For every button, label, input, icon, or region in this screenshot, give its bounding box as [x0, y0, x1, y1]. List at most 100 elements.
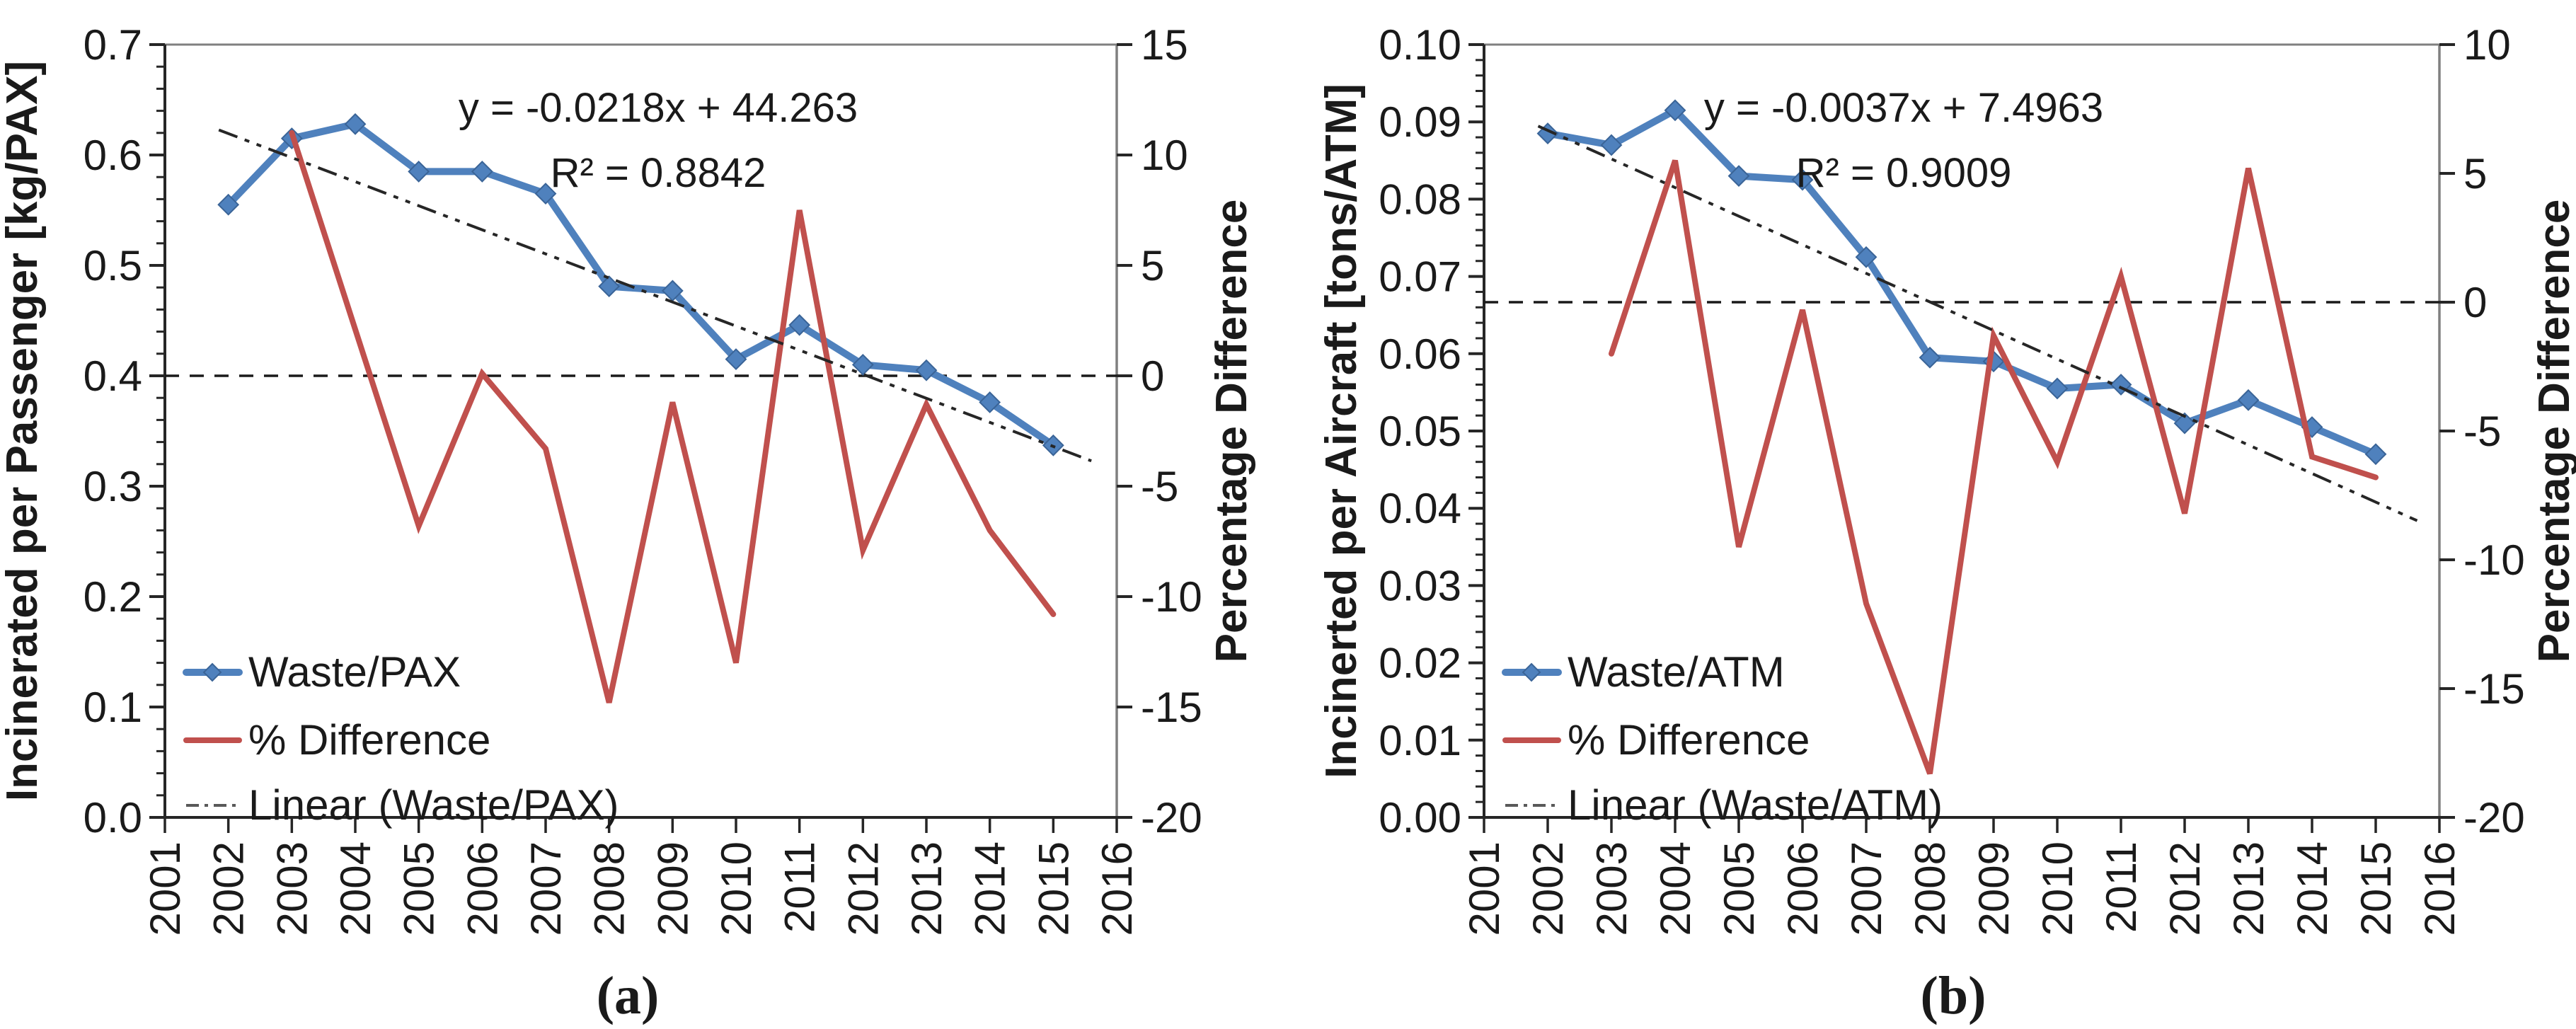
x-tick-label: 2003 — [268, 841, 316, 936]
x-tick-label: 2008 — [586, 841, 633, 936]
y-left-tick-label: 0.00 — [1379, 794, 1461, 841]
diamond-marker — [408, 160, 430, 183]
legend-label: Waste/ATM — [1568, 648, 1785, 696]
y-right-tick-label: -15 — [1141, 684, 1202, 731]
x-tick-label: 2006 — [459, 841, 506, 936]
diamond-marker — [851, 353, 874, 376]
diamond-marker — [1600, 134, 1623, 156]
x-tick-label: 2016 — [1093, 841, 1141, 936]
x-tick-label: 2013 — [2225, 841, 2272, 936]
y-left-tick-label: 0.0 — [84, 794, 142, 841]
diamond-marker — [1791, 168, 1814, 191]
panel-caption: (b) — [1921, 966, 1986, 1025]
legend-label: % Difference — [248, 716, 490, 764]
x-tick-label: 2016 — [2416, 841, 2463, 936]
y-right-tick-label: -5 — [2463, 408, 2501, 455]
diamond-marker — [1919, 346, 1941, 369]
y-right-tick-label: 0 — [2463, 279, 2487, 326]
x-tick-label: 2007 — [522, 841, 570, 936]
y-left-tick-label: 0.03 — [1379, 562, 1461, 609]
x-tick-label: 2006 — [1779, 841, 1827, 936]
y-right-tick-label: -20 — [1141, 794, 1202, 841]
legend-diamond-marker — [202, 662, 222, 682]
panel-b-chart: 0.00 0.01 0.02 0.03 0.04 0.05 0.06 0.07 0.08 0.09… — [1317, 21, 2576, 1025]
legend-label: Waste/PAX — [248, 648, 461, 696]
diamond-marker — [2046, 377, 2069, 400]
diamond-marker — [788, 314, 811, 336]
x-tick-label: 2010 — [2034, 841, 2081, 936]
y-left-tick-label: 0.01 — [1379, 717, 1461, 764]
y-right-axis-title: Percentage Difference — [1207, 200, 1256, 663]
trend-equation: y = -0.0037x + 7.4963 — [1704, 85, 2103, 131]
legend-label: Linear (Waste/ATM) — [1568, 781, 1943, 829]
y-left-tick-label: 0.4 — [84, 352, 142, 400]
x-tick-label: 2014 — [967, 841, 1014, 936]
y-left-tick-label: 0.10 — [1379, 21, 1461, 69]
r-squared-value: R² = 0.9009 — [1796, 150, 2012, 196]
x-tick-label: 2011 — [776, 841, 824, 933]
x-tick-label: 2012 — [2161, 841, 2209, 936]
y-left-tick-label: 0.05 — [1379, 408, 1461, 455]
x-tick-label: 2003 — [1588, 841, 1635, 936]
x-tick-label: 2009 — [1970, 841, 2018, 936]
x-tick-label: 2001 — [1461, 841, 1508, 936]
diamond-marker — [2237, 389, 2260, 411]
diamond-marker — [979, 391, 1001, 413]
y-left-tick-label: 0.2 — [84, 573, 142, 621]
y-right-tick-label: -10 — [2463, 536, 2525, 584]
x-tick-label: 2007 — [1843, 841, 1890, 936]
diamond-marker — [217, 193, 240, 216]
diamond-marker — [598, 275, 621, 298]
trend-equation: y = -0.0218x + 44.263 — [459, 85, 858, 131]
y-left-tick-label: 0.6 — [84, 132, 142, 179]
legend-diamond-marker — [1522, 662, 1541, 682]
x-tick-label: 2015 — [1030, 841, 1077, 936]
x-tick-label: 2001 — [142, 841, 189, 936]
diamond-marker — [344, 113, 367, 135]
diamond-marker — [2173, 412, 2196, 435]
waste-series-line — [224, 120, 1057, 449]
x-tick-label: 2011 — [2098, 841, 2145, 933]
x-tick-label: 2005 — [1715, 841, 1763, 936]
diamond-marker — [534, 183, 557, 205]
pct-difference-line — [289, 130, 1057, 703]
y-right-tick-label: -5 — [1141, 463, 1178, 510]
y-right-tick-label: -15 — [2463, 665, 2525, 713]
y-left-tick-label: 0.3 — [84, 463, 142, 510]
y-left-axis-title: Incinerted per Aircraft [tons/ATM] — [1317, 84, 1366, 778]
y-right-tick-label: 5 — [2463, 150, 2487, 197]
waste-series-line — [1544, 105, 2379, 458]
y-left-tick-label: 0.04 — [1379, 485, 1461, 532]
y-left-tick-label: 0.06 — [1379, 330, 1461, 378]
y-right-tick-label: 15 — [1141, 21, 1188, 69]
x-tick-label: 2004 — [1652, 841, 1699, 936]
diamond-marker — [1855, 246, 1878, 268]
y-right-tick-label: 10 — [2463, 21, 2511, 69]
y-right-tick-label: 0 — [1141, 352, 1164, 400]
legend-label: % Difference — [1568, 716, 1810, 764]
x-tick-label: 2014 — [2289, 841, 2336, 936]
y-right-tick-label: 10 — [1141, 132, 1188, 179]
y-left-tick-label: 0.08 — [1379, 176, 1461, 223]
y-left-tick-label: 0.7 — [84, 21, 142, 69]
x-tick-label: 2002 — [1524, 841, 1572, 936]
x-tick-label: 2008 — [1907, 841, 1954, 936]
x-tick-label: 2002 — [205, 841, 253, 936]
x-tick-label: 2015 — [2352, 841, 2400, 936]
y-left-tick-label: 0.09 — [1379, 98, 1461, 146]
x-tick-label: 2013 — [903, 841, 950, 936]
panel-caption: (a) — [597, 966, 660, 1025]
y-left-tick-label: 0.07 — [1379, 253, 1461, 301]
diamond-marker — [2364, 443, 2387, 466]
diamond-marker — [1727, 165, 1750, 188]
pct-difference-line — [1609, 159, 2379, 775]
x-tick-label: 2009 — [649, 841, 696, 936]
y-right-tick-label: 5 — [1141, 242, 1164, 289]
y-left-axis-title: Incinerated per Passenger [kg/PAX] — [0, 61, 47, 801]
x-tick-label: 2010 — [713, 841, 760, 936]
y-left-tick-label: 0.1 — [84, 684, 142, 731]
diamond-marker — [1664, 99, 1686, 122]
y-left-tick-label: 0.5 — [84, 242, 142, 289]
y-right-tick-label: -10 — [1141, 573, 1202, 621]
x-tick-label: 2012 — [839, 841, 887, 936]
